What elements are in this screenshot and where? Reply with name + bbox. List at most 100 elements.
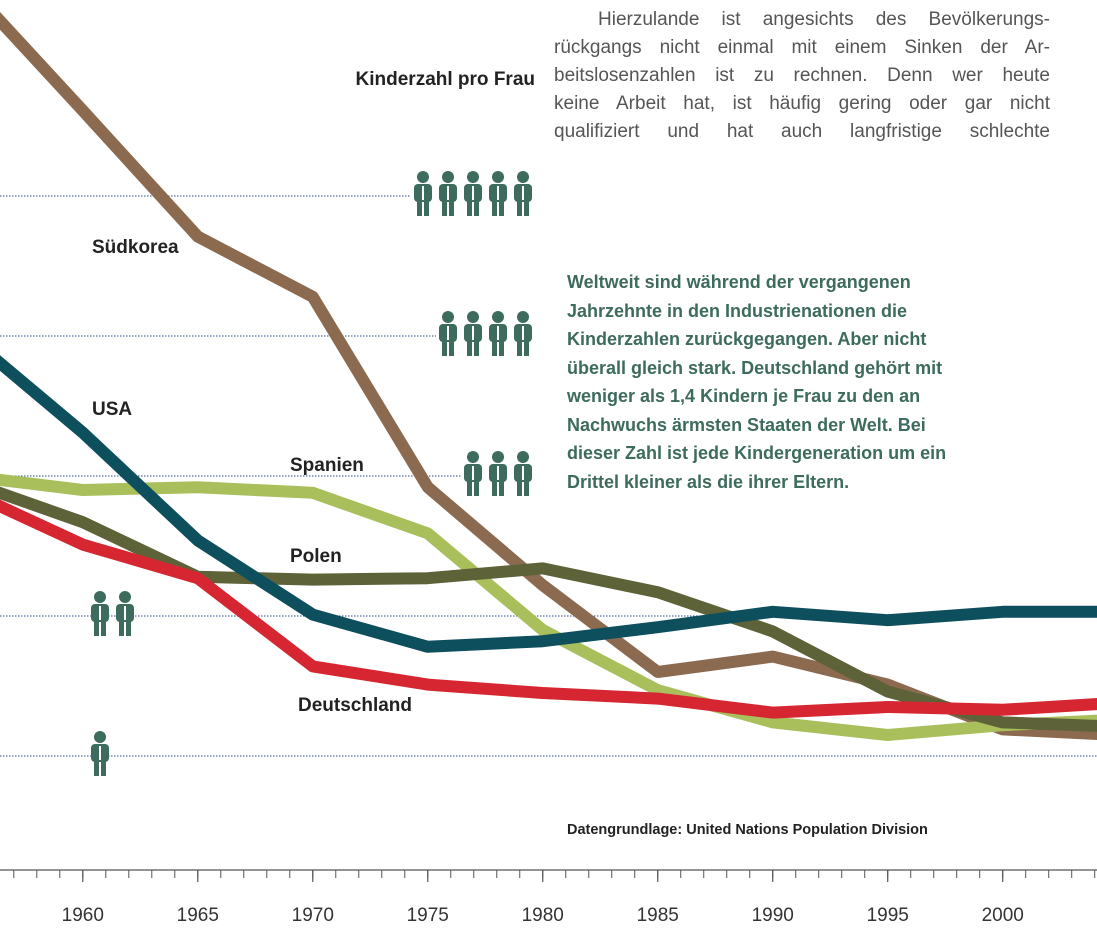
icon-head	[517, 311, 529, 323]
icon-gap	[99, 606, 101, 620]
icon-gap	[497, 186, 499, 200]
icon-head	[442, 311, 454, 323]
icon-leg	[499, 200, 504, 216]
series-label: USA	[92, 399, 132, 420]
icon-leg	[101, 760, 106, 776]
icon-leg	[492, 200, 497, 216]
icon-gap	[447, 326, 449, 340]
icon-leg	[467, 200, 472, 216]
icon-gap	[472, 326, 474, 340]
text-line: rückgangs nicht einmal mit einem Sinken …	[554, 37, 1050, 58]
text-line: Drittel kleiner als die ihrer Eltern.	[567, 471, 850, 492]
x-tick-label: 1960	[62, 905, 104, 926]
source: Datengrundlage: United Nations Populatio…	[567, 822, 928, 838]
x-tick-label: 2000	[982, 905, 1024, 926]
icon-leg	[94, 620, 99, 636]
icon-leg	[499, 340, 504, 356]
text-line: Kinderzahlen zurückgegangen. Aber nicht	[567, 329, 927, 349]
icon-leg	[474, 200, 479, 216]
icon-head	[467, 171, 479, 183]
tick-icons	[439, 311, 532, 356]
tick-icons	[414, 171, 532, 216]
icon-leg	[524, 340, 529, 356]
x-tick-label: 1965	[177, 905, 219, 926]
icon-head	[467, 311, 479, 323]
icon-gap	[447, 186, 449, 200]
icon-head	[94, 731, 106, 743]
icon-leg	[94, 760, 99, 776]
icon-leg	[499, 480, 504, 496]
icon-leg	[474, 480, 479, 496]
tick-icons	[464, 451, 532, 496]
icon-leg	[467, 340, 472, 356]
icon-leg	[474, 340, 479, 356]
series-label: Polen	[290, 546, 342, 567]
icon-head	[492, 171, 504, 183]
icon-leg	[524, 480, 529, 496]
icon-head	[467, 451, 479, 463]
icon-gap	[522, 186, 524, 200]
series-label: Deutschland	[298, 695, 412, 716]
x-tick-label: 1975	[407, 905, 449, 926]
icon-gap	[522, 326, 524, 340]
icon-head	[517, 171, 529, 183]
icon-leg	[101, 620, 106, 636]
icon-leg	[517, 200, 522, 216]
icon-head	[492, 451, 504, 463]
icon-leg	[424, 200, 429, 216]
icon-head	[94, 591, 106, 603]
text-line: beitslosenzahlen ist zu rechnen. Denn we…	[554, 65, 1050, 86]
icon-leg	[517, 480, 522, 496]
icon-head	[119, 591, 131, 603]
x-tick-label: 1985	[637, 905, 679, 926]
icon-head	[417, 171, 429, 183]
x-tick-label: 1995	[867, 905, 909, 926]
tick-icons	[91, 731, 109, 776]
icon-head	[442, 171, 454, 183]
icon-leg	[442, 340, 447, 356]
text-line: dieser Zahl ist jede Kindergeneration um…	[567, 443, 947, 463]
text-line: Hierzulande ist angesichts des Bevölkeru…	[598, 9, 1050, 30]
chart-title: Kinderzahl pro Frau	[356, 69, 535, 90]
text-line: weniger als 1,4 Kindern je Frau zu den a…	[567, 386, 921, 406]
icon-leg	[524, 200, 529, 216]
x-tick-label: 1970	[292, 905, 334, 926]
series-label: Südkorea	[92, 237, 179, 258]
tick-icons	[91, 591, 134, 636]
text-line: Jahrzehnte in den Industrienationen die	[567, 300, 908, 321]
x-tick-label: 1980	[522, 905, 564, 926]
icon-leg	[417, 200, 422, 216]
icon-gap	[124, 606, 126, 620]
text-line: keine Arbeit hat, ist häufig gering oder…	[554, 93, 1050, 114]
note-text: Weltweit sind während der vergangenen Jah…	[567, 268, 946, 496]
icon-head	[492, 311, 504, 323]
icon-leg	[442, 200, 447, 216]
series-label: Spanien	[290, 455, 364, 476]
icon-leg	[492, 340, 497, 356]
x-tick-label: 1990	[752, 905, 794, 926]
series-line	[0, 355, 1097, 653]
icon-head	[517, 451, 529, 463]
icon-leg	[517, 340, 522, 356]
icon-gap	[99, 746, 101, 760]
icon-gap	[472, 186, 474, 200]
text-line: Weltweit sind während der vergangenen	[567, 272, 911, 292]
icon-leg	[449, 340, 454, 356]
series-line	[0, 486, 1097, 732]
icon-leg	[467, 480, 472, 496]
icon-gap	[522, 466, 524, 480]
icon-leg	[126, 620, 131, 636]
icon-gap	[497, 466, 499, 480]
intro-text: Hierzulande ist angesichts des Bevölkeru…	[554, 6, 1050, 146]
icon-leg	[492, 480, 497, 496]
series-line	[0, 473, 1097, 741]
text-line: überall gleich stark. Deutschland gehört…	[567, 357, 943, 378]
text-line: Nachwuchs ärmsten Staaten der Welt. Bei	[567, 414, 926, 435]
icon-gap	[422, 186, 424, 200]
icon-leg	[449, 200, 454, 216]
icon-gap	[497, 326, 499, 340]
text-line: qualifiziert und hat auch langfristige s…	[554, 121, 1050, 142]
icon-leg	[119, 620, 124, 636]
